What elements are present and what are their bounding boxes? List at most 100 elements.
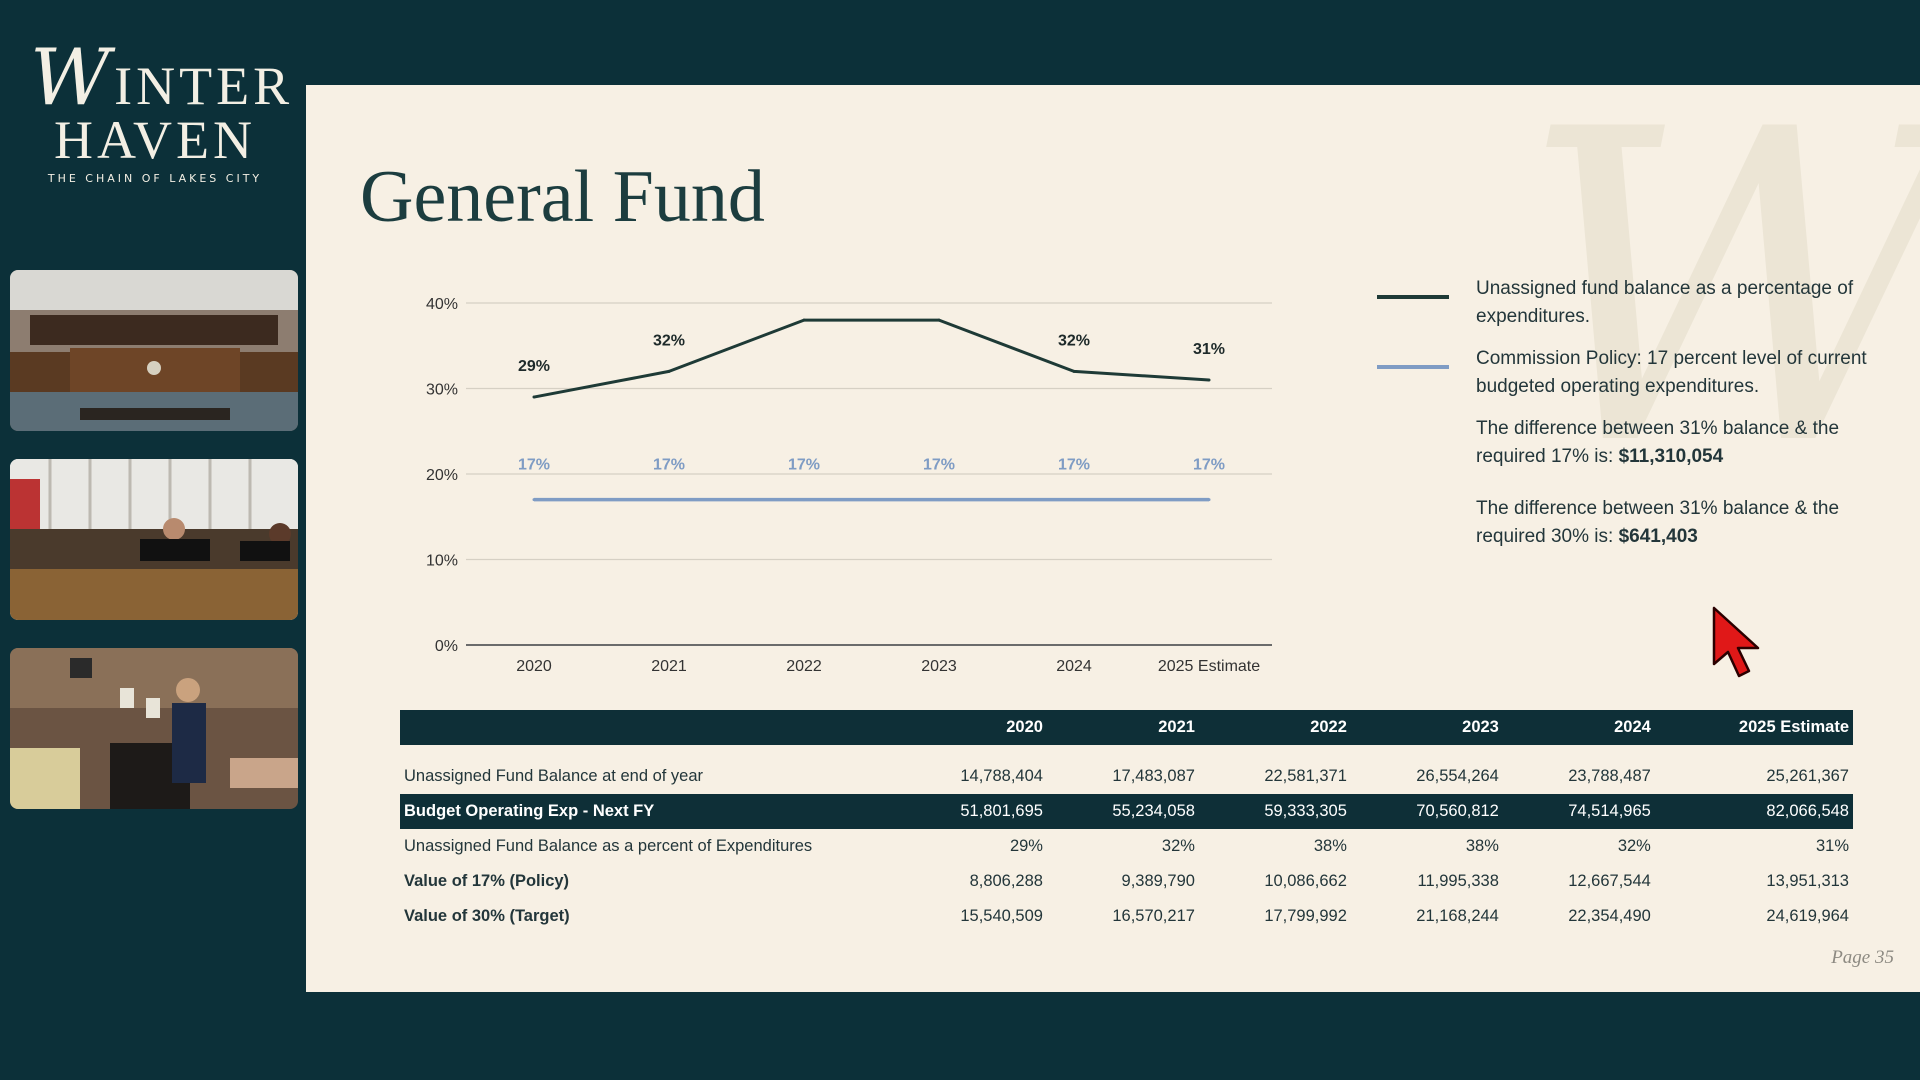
data-point-policy	[802, 498, 806, 502]
data-point-fund-balance	[937, 318, 941, 322]
y-tick-label: 0%	[435, 638, 458, 655]
data-point-fund-balance	[1207, 378, 1211, 382]
table-cell: 21,168,244	[1416, 907, 1499, 925]
table-cell: 59,333,305	[1198, 794, 1351, 829]
table-cell: 12,667,544	[1568, 872, 1651, 890]
video-feed-commission[interactable]	[10, 459, 298, 620]
data-label-policy: 17%	[1193, 457, 1225, 474]
note-difference-17: The difference between 31% balance & the…	[1376, 415, 1876, 471]
table-cell: 32%	[1161, 837, 1195, 855]
y-tick-label: 10%	[426, 553, 458, 570]
y-tick-label: 30%	[426, 382, 458, 399]
table-cell: 17,483,087	[1112, 767, 1195, 785]
x-tick-label: 2025 Estimate	[1158, 658, 1260, 675]
table-row: Unassigned Fund Balance as a percent of …	[400, 829, 1853, 864]
table-header: 2023	[1350, 710, 1503, 745]
table-row: Unassigned Fund Balance at end of year 1…	[400, 759, 1853, 794]
mouse-pointer-icon	[1712, 606, 1760, 678]
video-feed-podium[interactable]	[10, 648, 298, 809]
legend-line-blue-icon	[1377, 365, 1449, 369]
note1-value: $11,310,054	[1618, 446, 1724, 467]
data-point-policy	[937, 498, 941, 502]
note1-text: The difference between 31% balance & the…	[1476, 418, 1840, 467]
table-cell: 8,806,288	[969, 872, 1043, 890]
winter-haven-logo: WINTER HAVEN THE CHAIN OF LAKES CITY	[30, 39, 289, 185]
data-point-fund-balance	[1072, 369, 1076, 373]
row-label: Budget Operating Exp - Next FY	[400, 794, 895, 829]
fund-table: 2020 2021 2022 2023 2024 2025 Estimate U…	[400, 710, 1853, 934]
data-label-fund-balance: 32%	[653, 332, 685, 349]
table-cell: 22,581,371	[1264, 767, 1347, 785]
data-point-policy	[1207, 498, 1211, 502]
table-cell: 15,540,509	[960, 907, 1043, 925]
x-tick-label: 2021	[651, 658, 687, 675]
x-tick-label: 2023	[921, 658, 957, 675]
note2-text: The difference between 31% balance & the…	[1476, 498, 1840, 547]
table-cell: 31%	[1815, 837, 1849, 855]
table-header: 2022	[1198, 710, 1351, 745]
x-tick-label: 2022	[786, 658, 822, 675]
legend-line-dark-icon	[1377, 295, 1449, 299]
table-cell: 24,619,964	[1766, 907, 1849, 925]
data-point-policy	[532, 498, 536, 502]
presentation-slide: W General Fund 0% 10% 20% 30% 40% 2020 2021 202…	[306, 85, 1920, 992]
y-tick-label: 40%	[426, 296, 458, 313]
chart-legend: Unassigned fund balance as a percentage …	[1376, 275, 1876, 575]
line-chart: 0% 10% 20% 30% 40% 2020 2021 2022 2023 2024 2025 E…	[426, 296, 1272, 675]
row-label: Unassigned Fund Balance as a percent of …	[404, 837, 813, 855]
table-cell: 82,066,548	[1654, 794, 1853, 829]
table-cell: 10,086,662	[1264, 872, 1347, 890]
legend-item-policy: Commission Policy: 17 percent level of c…	[1376, 345, 1876, 401]
x-tick-label: 2020	[516, 658, 552, 675]
table-cell: 17,799,992	[1264, 907, 1347, 925]
data-label-fund-balance: 32%	[1058, 332, 1090, 349]
page-number: Page 35	[1831, 947, 1894, 968]
table-header: 2025 Estimate	[1654, 710, 1853, 745]
data-label-policy: 17%	[923, 457, 955, 474]
note2-value: $641,403	[1618, 526, 1698, 547]
note-difference-30: The difference between 31% balance & the…	[1376, 495, 1876, 551]
logo-tagline: THE CHAIN OF LAKES CITY	[47, 172, 263, 185]
table-cell: 23,788,487	[1568, 767, 1651, 785]
table-row: Value of 30% (Target) 15,540,509 16,570,…	[400, 899, 1853, 934]
logo-line1: INTER	[114, 56, 294, 116]
data-point-policy	[667, 498, 671, 502]
legend-label-policy: Commission Policy: 17 percent level of c…	[1476, 348, 1867, 397]
table-cell: 38%	[1313, 837, 1347, 855]
table-header: 2021	[1046, 710, 1199, 745]
row-label: Value of 17% (Policy)	[404, 872, 570, 890]
data-point-fund-balance	[667, 369, 671, 373]
y-tick-label: 20%	[426, 467, 458, 484]
table-cell: 11,995,338	[1417, 872, 1499, 890]
table-header	[400, 710, 895, 745]
table-cell: 25,261,367	[1766, 767, 1849, 785]
sidebar: WINTER HAVEN THE CHAIN OF LAKES CITY	[0, 0, 306, 1080]
table-header-row: 2020 2021 2022 2023 2024 2025 Estimate	[400, 710, 1853, 745]
data-point-fund-balance	[532, 395, 536, 399]
table-cell: 9,389,790	[1121, 872, 1195, 890]
data-label-policy: 17%	[788, 457, 820, 474]
table-cell: 26,554,264	[1416, 767, 1499, 785]
table-cell: 32%	[1617, 837, 1651, 855]
table-cell: 16,570,217	[1112, 907, 1195, 925]
table-row: Value of 17% (Policy) 8,806,288 9,389,79…	[400, 864, 1853, 899]
table-cell: 22,354,490	[1568, 907, 1651, 925]
row-label: Unassigned Fund Balance at end of year	[404, 767, 704, 785]
legend-item-fund-balance: Unassigned fund balance as a percentage …	[1376, 275, 1876, 331]
data-label-policy: 17%	[518, 457, 550, 474]
slide-title: General Fund	[360, 156, 765, 238]
table-cell: 74,514,965	[1502, 794, 1655, 829]
table-header: 2020	[895, 710, 1047, 745]
table-cell: 14,788,404	[960, 767, 1043, 785]
data-point-fund-balance	[802, 318, 806, 322]
table-cell: 29%	[1009, 837, 1043, 855]
table-cell: 70,560,812	[1350, 794, 1503, 829]
logo-initial: W	[30, 33, 115, 123]
data-label-fund-balance: 29%	[518, 358, 550, 375]
legend-label-fund-balance: Unassigned fund balance as a percentage …	[1476, 278, 1854, 327]
table-cell: 38%	[1465, 837, 1499, 855]
data-point-policy	[1072, 498, 1076, 502]
table-cell: 51,801,695	[895, 794, 1047, 829]
video-feed-dais[interactable]	[10, 270, 298, 431]
table-cell: 13,951,313	[1766, 872, 1849, 890]
